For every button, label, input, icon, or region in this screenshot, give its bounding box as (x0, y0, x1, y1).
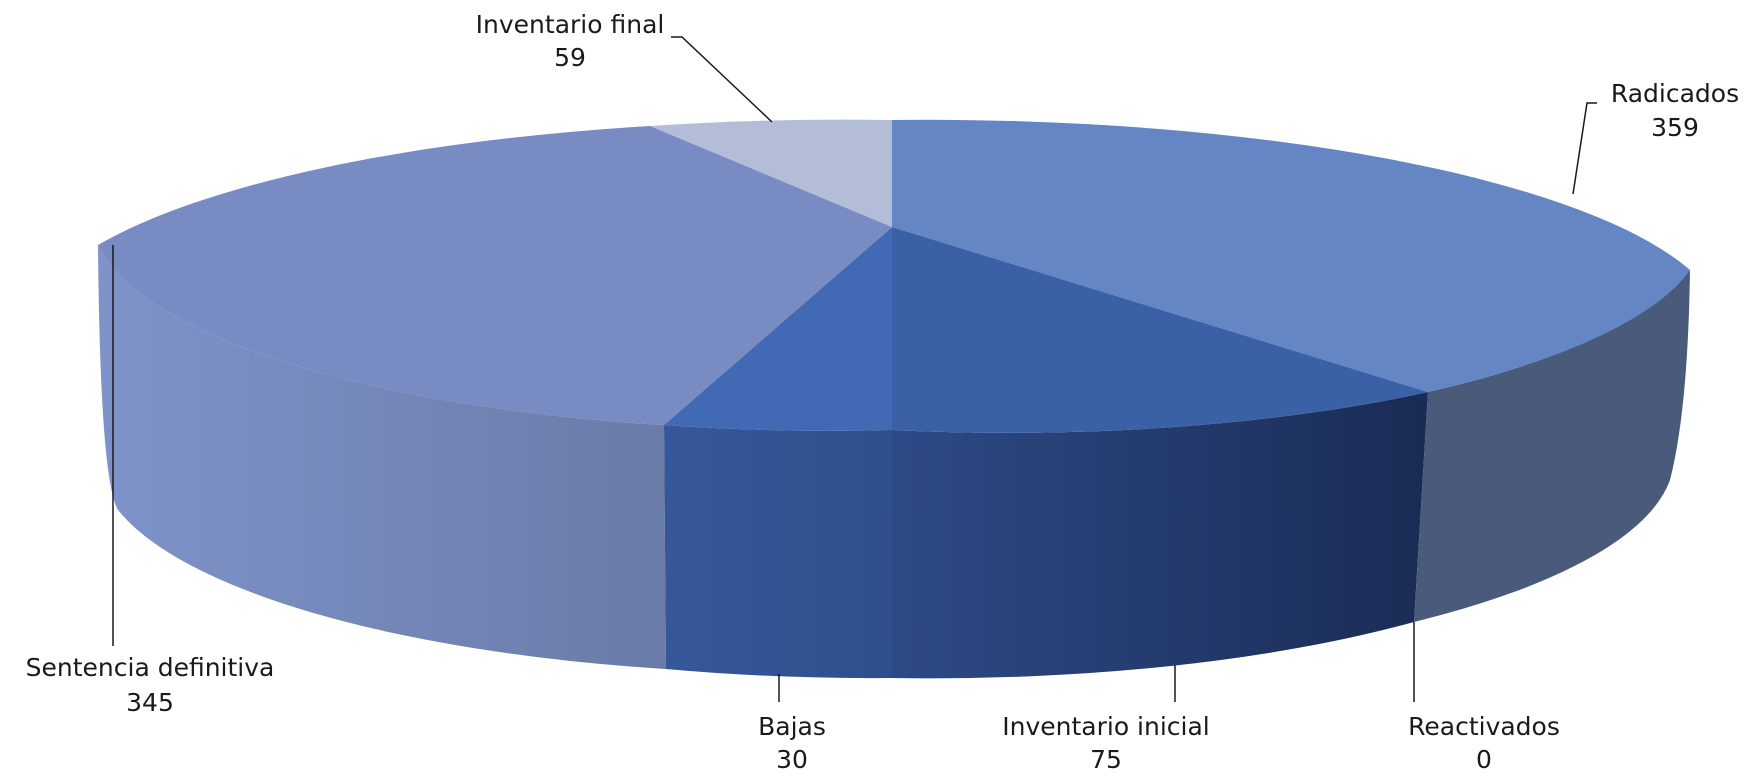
slice-side-sentencia-definitiva (98, 245, 666, 669)
pie-top (98, 119, 1690, 433)
leader-line-inventario-final (671, 36, 773, 123)
slice-bajas (664, 227, 892, 431)
label-value-inventario-final: 59 (554, 43, 586, 72)
label-value-reactivados: 0 (1476, 745, 1492, 774)
slice-sentencia-definitiva (98, 126, 892, 425)
label-value-inventario-inicial: 75 (1090, 745, 1122, 774)
data-labels: Inventario final 59 Radicados 359 Senten… (26, 10, 1739, 774)
slice-side-radicados (1414, 270, 1690, 622)
label-value-radicados: 359 (1651, 113, 1699, 142)
label-name-inventario-final: Inventario final (476, 10, 665, 39)
slice-side-inventario-inicial (892, 392, 1428, 679)
label-name-sentencia-definitiva: Sentencia definitiva (26, 653, 275, 682)
label-name-reactivados: Reactivados (1408, 712, 1560, 741)
label-name-inventario-inicial: Inventario inicial (1002, 712, 1210, 741)
slice-radicados (892, 119, 1690, 392)
label-name-bajas: Bajas (758, 712, 826, 741)
leader-lines (112, 36, 1597, 702)
label-value-bajas: 30 (776, 745, 808, 774)
slice-inventario-final (650, 119, 892, 227)
pie-rim (98, 245, 1690, 679)
label-name-radicados: Radicados (1611, 79, 1739, 108)
label-value-sentencia-definitiva: 345 (126, 688, 174, 717)
leader-line-radicados (1572, 102, 1597, 195)
slice-side-bajas (664, 425, 892, 679)
slice-inventario-inicial (892, 227, 1428, 433)
